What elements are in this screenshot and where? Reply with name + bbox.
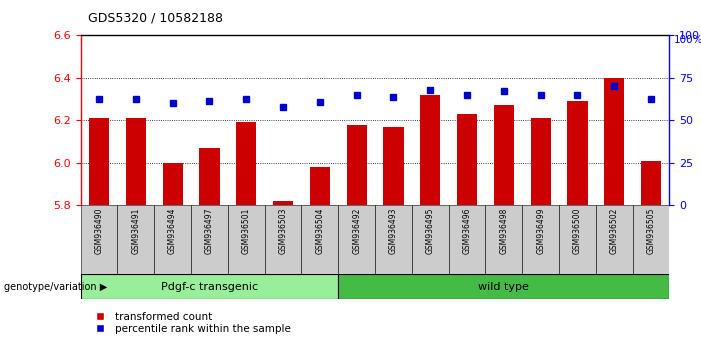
Text: GSM936496: GSM936496 [463, 207, 472, 254]
Text: GSM936502: GSM936502 [610, 207, 619, 254]
Text: GSM936499: GSM936499 [536, 207, 545, 254]
Text: GSM936491: GSM936491 [131, 207, 140, 254]
Bar [412, 205, 449, 274]
Text: wild type: wild type [478, 282, 529, 292]
Bar [596, 205, 632, 274]
Bar [81, 274, 338, 299]
Text: 100%: 100% [674, 35, 701, 45]
Bar [375, 205, 412, 274]
Bar [81, 205, 118, 274]
Bar [604, 78, 625, 205]
Text: GSM936501: GSM936501 [242, 207, 251, 254]
Bar [383, 127, 404, 205]
Text: GSM936495: GSM936495 [426, 207, 435, 254]
Bar [310, 167, 330, 205]
Bar [559, 205, 596, 274]
Legend: transformed count, percentile rank within the sample: transformed count, percentile rank withi… [86, 308, 295, 338]
Text: GSM936490: GSM936490 [95, 207, 104, 254]
Bar [163, 163, 183, 205]
Text: GDS5320 / 10582188: GDS5320 / 10582188 [88, 12, 223, 25]
Text: GSM936505: GSM936505 [646, 207, 655, 254]
Text: genotype/variation ▶: genotype/variation ▶ [4, 282, 107, 292]
Bar [236, 122, 257, 205]
Bar [641, 161, 661, 205]
Bar [457, 114, 477, 205]
Bar [494, 105, 514, 205]
Bar [118, 205, 154, 274]
Bar [154, 205, 191, 274]
Bar [89, 118, 109, 205]
Text: GSM936503: GSM936503 [278, 207, 287, 254]
Bar [338, 274, 669, 299]
Text: Pdgf-c transgenic: Pdgf-c transgenic [161, 282, 258, 292]
Bar [485, 205, 522, 274]
Text: GSM936498: GSM936498 [499, 207, 508, 254]
Text: GSM936492: GSM936492 [352, 207, 361, 254]
Bar [632, 205, 669, 274]
Bar [228, 205, 265, 274]
Bar [531, 118, 551, 205]
Bar [420, 95, 440, 205]
Bar [522, 205, 559, 274]
Text: GSM936494: GSM936494 [168, 207, 177, 254]
Text: GSM936497: GSM936497 [205, 207, 214, 254]
Bar [199, 148, 219, 205]
Bar [125, 118, 146, 205]
Bar [301, 205, 338, 274]
Bar [346, 125, 367, 205]
Bar [191, 205, 228, 274]
Bar [265, 205, 301, 274]
Text: GSM936500: GSM936500 [573, 207, 582, 254]
Bar [449, 205, 485, 274]
Text: GSM936504: GSM936504 [315, 207, 325, 254]
Text: GSM936493: GSM936493 [389, 207, 398, 254]
Bar [338, 205, 375, 274]
Bar [567, 101, 587, 205]
Bar [273, 201, 293, 205]
